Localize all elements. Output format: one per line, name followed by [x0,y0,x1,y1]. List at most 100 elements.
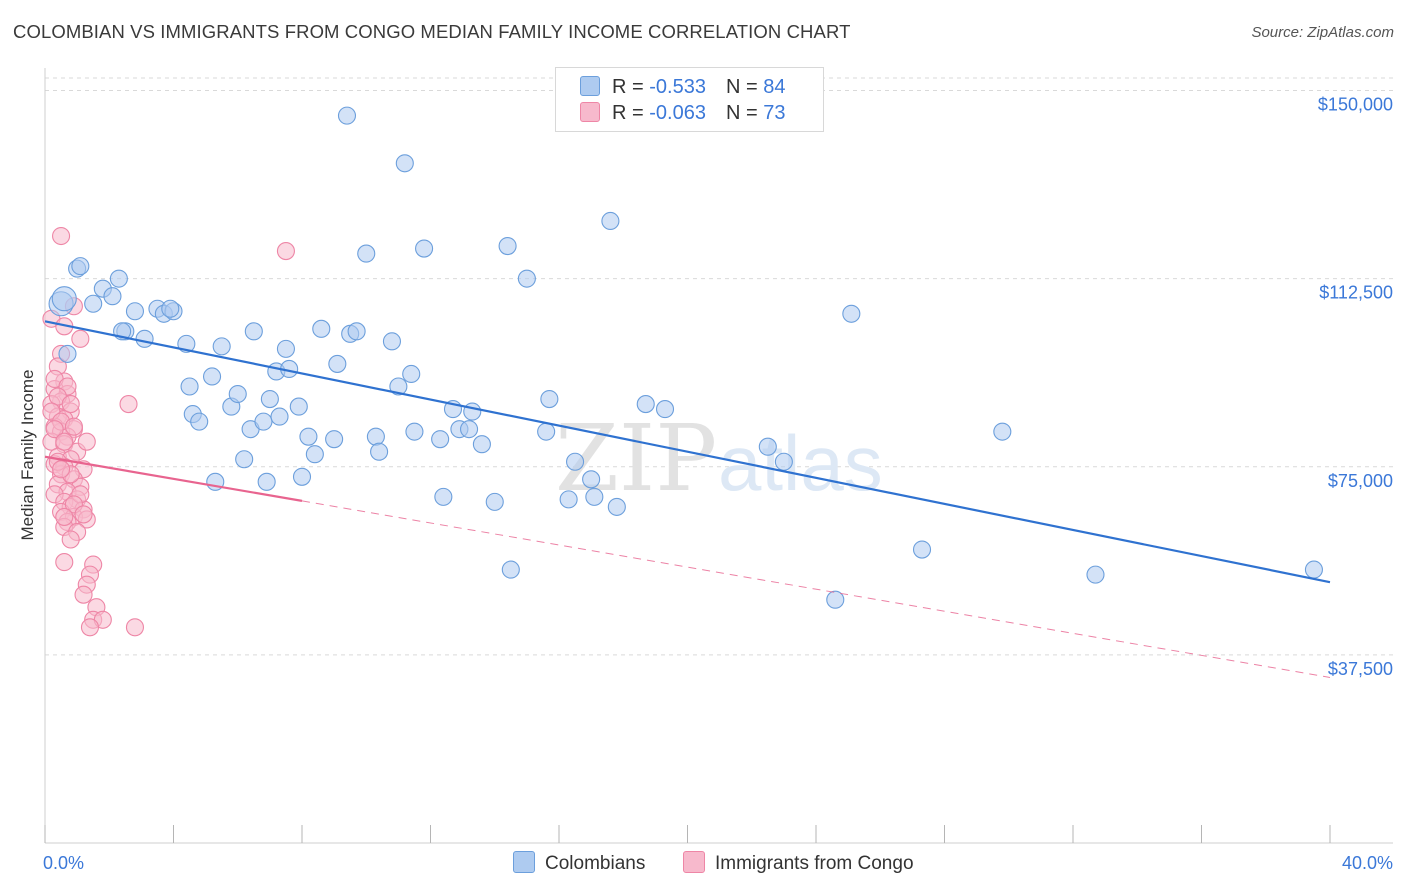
colombian-point [254,412,273,431]
colombian-point [389,377,408,396]
bottom-legend-colombians: Colombians [513,851,645,875]
congo-point [80,618,100,637]
colombian-point [582,470,601,489]
colombian-point [431,430,450,449]
legend-row-congo: R = -0.063 N = 73 [580,102,785,128]
colombian-point [395,154,414,173]
colombian-point [161,299,180,318]
congo-point [77,432,96,451]
colombian-point [842,304,861,323]
colombian-point [826,590,845,609]
trend-lines [44,320,1331,678]
colombian-point [463,402,482,421]
colombian-point [325,430,344,449]
colombian-point [758,437,777,456]
colombian-point [270,407,289,426]
x-tick-label: 40.0% [1342,853,1393,873]
legend-row-colombians: R = -0.533 N = 84 [580,76,785,102]
legend-r-value: -0.533 [649,76,706,98]
trend-line-congo-extrapolated [301,500,1331,678]
colombian-point [405,422,424,441]
colombian-point [585,487,604,506]
congo-point [61,395,80,414]
legend-swatch-pink [580,102,600,122]
stats-legend: R = -0.533 N = 84 R = -0.063 N = 73 [555,67,824,132]
colombian-point [337,106,357,125]
colombian-point [459,420,479,439]
colombian-point [180,377,199,396]
legend-swatch-blue [580,76,600,96]
colombian-point [774,452,793,471]
legend-n-label: N = [725,76,758,98]
congo-point [64,417,83,436]
colombian-point [203,367,222,386]
legend-n-value: 84 [763,76,786,98]
colombian-point [228,384,247,404]
colombian-point [517,269,536,288]
y-tick-label: $150,000 [1318,95,1393,115]
x-tick-labels: 0.0% 40.0% [43,853,1393,873]
colombian-point [607,497,626,516]
colombian-point [299,427,318,446]
congo-point [45,420,64,439]
colombian-point [1086,565,1105,584]
congo-point [119,395,138,414]
congo-point [55,553,74,572]
colombian-point [540,389,559,409]
colombian-point [655,400,675,419]
congo-point [74,505,93,524]
colombian-point [559,490,578,509]
colombian-point [71,257,90,276]
x-tick-label: 0.0% [43,853,84,873]
bottom-legend-swatch-blue [513,851,535,873]
congo-point [276,242,295,261]
y-axis-label: Median Family Income [18,369,37,540]
colombian-point [257,472,276,491]
colombian-point [636,395,655,414]
congo-point [55,507,74,526]
colombian-point [103,287,122,306]
trend-line-colombians [44,320,1331,584]
colombian-point [135,329,154,348]
watermark: ZIP atlas [555,405,883,512]
colombian-point [402,364,421,384]
colombian-point [415,239,434,258]
congo-point [61,530,80,549]
bottom-legend-congo: Immigrants from Congo [683,851,914,875]
bottom-legend-label: Colombians [545,853,646,874]
colombian-point [190,412,209,431]
y-tick-label: $37,500 [1328,659,1393,679]
congo-point [55,432,74,451]
colombian-point [109,269,128,288]
colombian-point [566,452,585,471]
colombian-point [58,344,77,363]
colombian-point [244,322,263,341]
congo-point [52,460,71,479]
colombian-point [370,442,389,461]
series-immigrants-from-congo [42,226,295,637]
colombian-point [260,389,279,409]
congo-point [71,329,90,348]
colombian-point [498,236,517,256]
colombian-point [537,422,556,441]
colombian-point [1304,560,1323,579]
y-tick-label: $112,500 [1319,283,1393,303]
colombian-point [472,435,491,454]
colombian-point [366,427,385,446]
colombian-point [235,450,254,469]
colombian-point [289,397,308,416]
congo-point [125,618,144,637]
colombian-point [601,211,620,231]
legend-r-value: -0.063 [649,102,706,124]
colombian-point [84,294,103,313]
colombian-point [276,339,295,358]
y-tick-labels: $150,000 $112,500 $75,000 $37,500 [1318,95,1393,679]
series-colombians [48,106,1323,609]
congo-point [74,585,93,604]
colombian-point [382,332,402,351]
legend-r-label: R = [612,102,644,124]
bottom-legend-label: Immigrants from Congo [715,853,914,874]
source-label: Source: ZipAtlas.com [1251,24,1394,41]
colombian-point [328,354,347,373]
